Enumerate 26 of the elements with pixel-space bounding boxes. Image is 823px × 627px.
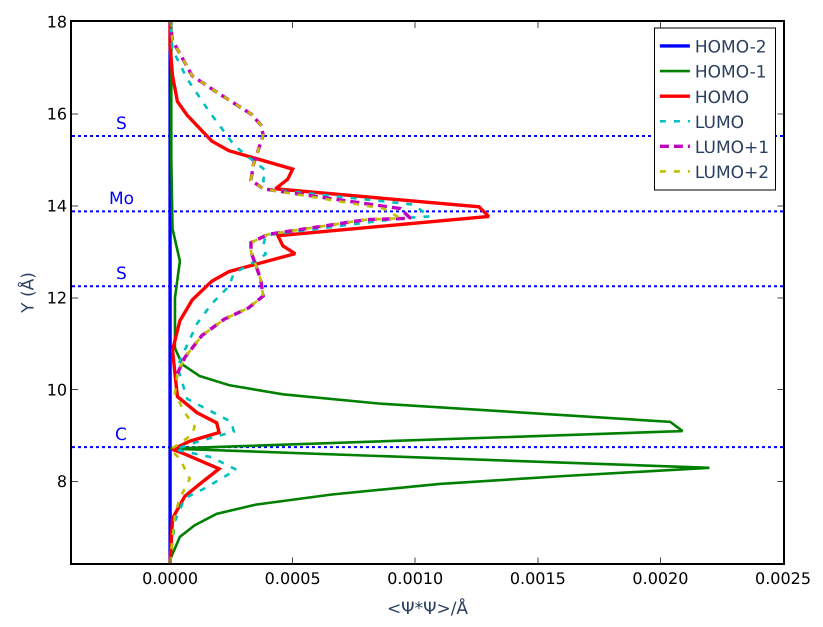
y-tick-label: 8 xyxy=(56,472,68,492)
y-tick-label: 12 xyxy=(46,288,68,308)
line-series xyxy=(168,22,412,376)
legend-label: LUMO xyxy=(694,112,744,133)
legend-label: LUMO+2 xyxy=(694,163,770,184)
y-tick-label: 16 xyxy=(46,104,68,124)
y-axis-title: Y (Å) xyxy=(18,272,39,314)
ref-line-label: S xyxy=(116,114,127,134)
y-tick-label: 10 xyxy=(46,380,68,400)
line-series xyxy=(168,22,490,563)
x-tick-label: 0.0000 xyxy=(142,568,198,588)
y-tick-label: 18 xyxy=(46,12,68,32)
legend-label: HOMO-2 xyxy=(694,38,767,58)
x-tick-label: 0.0020 xyxy=(632,568,688,588)
ref-line-label: C xyxy=(115,425,127,445)
x-axis-title: <Ψ*Ψ>/Å xyxy=(386,598,468,619)
x-tick-label: 0.0015 xyxy=(510,568,566,588)
y-tick-label: 14 xyxy=(46,196,68,216)
ref-line-label: S xyxy=(116,264,127,284)
x-tick-label: 0.0005 xyxy=(264,568,321,588)
x-tick-label: 0.0025 xyxy=(755,568,811,588)
legend-label: LUMO+1 xyxy=(694,138,770,158)
legend-label: HOMO xyxy=(694,88,750,108)
x-tick-label: 0.0010 xyxy=(387,568,444,588)
legend-label: HOMO-1 xyxy=(694,62,767,83)
ref-line-label: Mo xyxy=(109,189,134,209)
